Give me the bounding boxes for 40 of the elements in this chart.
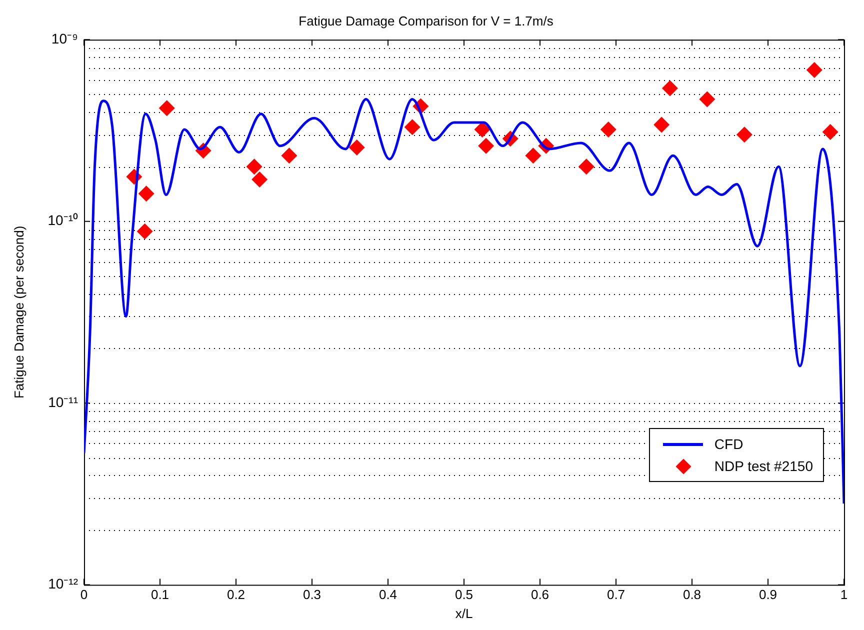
y-tick-label: 10⁻¹¹ [48,394,78,410]
legend-label: NDP test #2150 [714,458,813,474]
point [822,124,838,140]
point [404,119,420,136]
point [600,122,616,138]
x-tick-label: 0.1 [150,587,170,602]
point [654,116,670,133]
point [578,158,594,175]
point [736,126,752,143]
line-series [84,98,844,505]
point [478,138,494,154]
x-tick-label: 0.3 [302,587,322,602]
x-axis-title: x/L [455,606,473,621]
y-tick-label: 10⁻⁹ [51,30,78,46]
point [281,148,298,164]
legend-label: CFD [714,436,744,452]
point [252,171,268,188]
y-tick-label: 10⁻¹⁰ [48,212,78,228]
x-tick-label: 0.2 [226,587,246,602]
point [246,158,262,175]
x-tick-label: 0.8 [682,587,702,602]
x-tick-label: 1 [840,587,848,602]
y-axis-title: Fatigue Damage (per second) [11,226,26,399]
x-tick-label: 0.9 [758,587,778,602]
chart-title: Fatigue Damage Comparison for V = 1.7m/s [298,13,554,28]
x-tick-label: 0.7 [606,587,626,602]
point [699,91,716,108]
y-tick-label: 10⁻¹² [48,576,78,592]
point [474,122,490,138]
point [525,148,542,164]
x-tick-label: 0.5 [454,587,474,602]
point [136,223,153,240]
x-tick-label: 0.6 [530,587,550,602]
x-tick-label: 0.4 [378,587,398,602]
point [662,80,678,96]
point [138,186,154,202]
point [806,62,822,78]
point [158,100,175,116]
point [348,139,365,156]
x-tick-label: 0 [80,587,88,602]
